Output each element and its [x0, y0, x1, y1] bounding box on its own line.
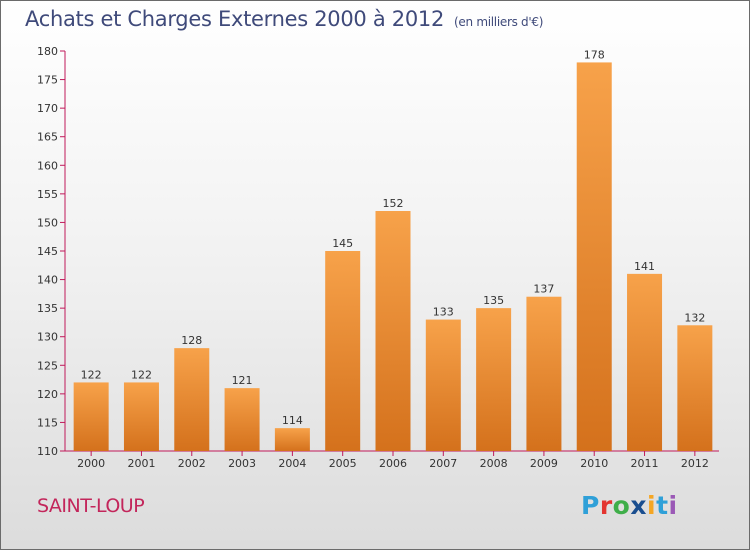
y-tick-label: 160 [37, 159, 58, 172]
x-tick-label: 2006 [379, 457, 407, 470]
y-tick-label: 125 [37, 359, 58, 372]
logo-letter: r [599, 491, 613, 520]
x-tick-label: 2008 [480, 457, 508, 470]
bar-2004 [274, 428, 310, 451]
x-tick-label: 2001 [127, 457, 155, 470]
bar-2005 [325, 251, 361, 451]
y-tick-label: 155 [37, 188, 58, 201]
y-tick-label: 180 [37, 45, 58, 58]
bar-2008 [476, 308, 512, 451]
y-tick-label: 115 [37, 416, 58, 429]
bar-value-label: 122 [81, 368, 102, 381]
bar-value-label: 128 [181, 334, 202, 347]
proxiti-logo: Proxiti [581, 491, 678, 520]
bar-2000 [73, 382, 109, 451]
bar-2007 [425, 319, 461, 451]
y-tick-label: 165 [37, 131, 58, 144]
x-tick-label: 2002 [178, 457, 206, 470]
logo-letter: x [630, 491, 647, 520]
bar-2003 [224, 388, 260, 451]
bar-value-label: 133 [433, 306, 454, 319]
y-tick-label: 140 [37, 274, 58, 287]
bar-value-label: 135 [483, 294, 504, 307]
logo-letter: P [581, 491, 600, 520]
unit-note: (en milliers d'€) [454, 15, 544, 29]
bar-2006 [375, 211, 411, 451]
bar-value-label: 145 [332, 237, 353, 250]
y-tick-label: 145 [37, 245, 58, 258]
y-tick-label: 170 [37, 102, 58, 115]
x-tick-label: 2000 [77, 457, 105, 470]
chart-title-text: Achats et Charges Externes 2000 à 2012 [25, 7, 445, 31]
bar-value-label: 114 [282, 414, 303, 427]
bar-2011 [627, 273, 663, 451]
x-tick-label: 2003 [228, 457, 256, 470]
x-tick-label: 2007 [429, 457, 457, 470]
y-tick-label: 150 [37, 216, 58, 229]
logo-letter: o [612, 491, 631, 520]
bar-value-label: 178 [584, 48, 605, 61]
x-tick-label: 2011 [631, 457, 659, 470]
bar-value-label: 137 [533, 283, 554, 296]
y-tick-label: 130 [37, 331, 58, 344]
bar-value-label: 132 [684, 311, 705, 324]
y-tick-label: 175 [37, 74, 58, 87]
x-tick-label: 2004 [278, 457, 306, 470]
bar-value-label: 141 [634, 260, 655, 273]
logo-letter: i [668, 491, 678, 520]
x-tick-label: 2009 [530, 457, 558, 470]
chart-title: Achats et Charges Externes 2000 à 2012 (e… [25, 7, 543, 31]
x-tick-label: 2005 [329, 457, 357, 470]
x-tick-label: 2010 [580, 457, 608, 470]
bar-2012 [677, 325, 713, 451]
y-tick-label: 110 [37, 445, 58, 458]
bar-2002 [174, 348, 210, 451]
bar-2001 [123, 382, 159, 451]
y-tick-label: 135 [37, 302, 58, 315]
y-tick-label: 120 [37, 388, 58, 401]
logo-letter: i [647, 491, 657, 520]
bar-value-label: 152 [383, 197, 404, 210]
bar-value-label: 121 [232, 374, 253, 387]
commune-name: SAINT-LOUP [37, 495, 145, 517]
logo-letter: t [656, 491, 669, 520]
bar-value-label: 122 [131, 368, 152, 381]
bar-2009 [526, 296, 562, 451]
x-tick-label: 2012 [681, 457, 709, 470]
bar-2010 [576, 62, 612, 452]
